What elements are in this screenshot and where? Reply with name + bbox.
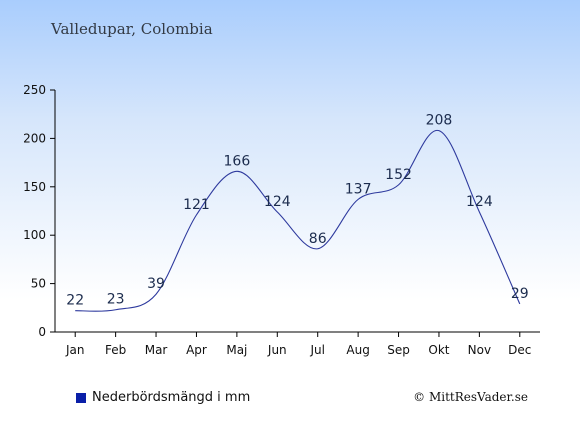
x-tick-label: Maj	[226, 343, 247, 357]
x-tick-label: Mar	[145, 343, 168, 357]
axes	[54, 90, 540, 333]
data-label: 29	[511, 286, 529, 302]
data-label: 121	[183, 197, 210, 213]
y-tick-label: 100	[23, 228, 46, 242]
data-label: 152	[385, 167, 412, 183]
x-tick-label: Sep	[387, 343, 410, 357]
data-label: 86	[309, 231, 327, 247]
legend-swatch	[76, 392, 86, 403]
x-tick-label: Dec	[508, 343, 531, 357]
y-tick-label: 200	[23, 131, 46, 145]
y-tick-label: 150	[23, 180, 46, 194]
data-label: 137	[345, 181, 372, 197]
data-label: 166	[224, 153, 251, 169]
copyright-text: © MittResVader.se	[413, 390, 528, 404]
data-label: 124	[264, 194, 291, 210]
x-tick-label: Okt	[428, 343, 449, 357]
data-label: 23	[107, 292, 125, 308]
legend: Nederbördsmängd i mm	[76, 390, 250, 405]
data-labels: 22 23 39 121 166 124 86 137 152 208 124 29	[66, 113, 528, 309]
data-label: 39	[147, 276, 165, 292]
data-label: 124	[466, 194, 493, 210]
ticks: 0 50 100 150 200 250 Jan Feb Mar Apr Maj Jun Jul Aug S…	[23, 83, 531, 357]
x-tick-label: Feb	[105, 343, 126, 357]
y-tick-label: 250	[23, 83, 46, 97]
legend-label: Nederbördsmängd i mm	[92, 390, 251, 405]
x-tick-label: Aug	[346, 343, 369, 357]
x-tick-label: Nov	[468, 343, 491, 357]
x-tick-label: Jul	[309, 343, 324, 357]
x-tick-label: Apr	[186, 343, 207, 357]
x-tick-label: Jun	[267, 343, 287, 357]
series	[75, 130, 521, 312]
y-tick-label: 50	[31, 277, 46, 291]
data-label: 208	[426, 113, 453, 129]
y-tick-label: 0	[38, 325, 46, 339]
chart-title: Valledupar, Colombia	[51, 20, 213, 38]
x-tick-label: Jan	[65, 343, 85, 357]
series-line	[75, 130, 521, 312]
data-label: 22	[66, 293, 84, 309]
